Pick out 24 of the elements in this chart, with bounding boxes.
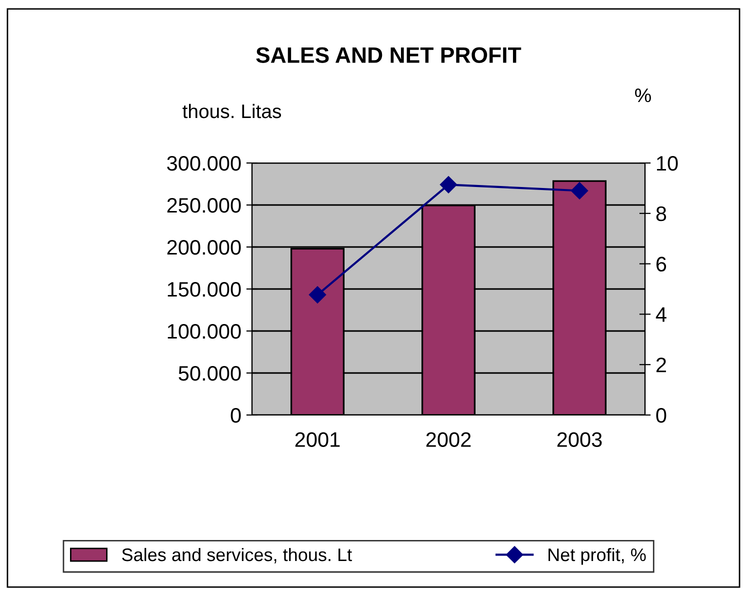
y2-tick-label: 6: [656, 256, 666, 272]
y2-axis-title: %: [635, 88, 651, 102]
y2-tick-label: 2: [656, 358, 666, 372]
y-tick-label: 0: [230, 408, 241, 423]
y2-tick-label: 0: [656, 408, 666, 423]
y-tick-label: 100.000: [168, 324, 241, 339]
y2-tick-label: 10: [657, 156, 678, 171]
x-tick-label: 2001: [295, 432, 340, 447]
y2-tick-label: 4: [656, 307, 666, 322]
point: [308, 286, 326, 304]
y-tick-label: 150.000: [168, 282, 241, 297]
y-tick-label: 50.000: [178, 366, 241, 381]
y-tick-label: 250.000: [167, 198, 241, 213]
y-tick-label: 300.000: [167, 156, 241, 171]
y-tick-label: 200.000: [167, 240, 241, 255]
chart-title: SALES AND NET PROFIT: [256, 47, 522, 63]
point: [440, 176, 458, 194]
point: [570, 182, 588, 200]
x-tick-label: 2003: [557, 432, 602, 447]
legend-label: Sales and services, thous. Lt: [122, 548, 352, 564]
legend-label: Net profit, %: [548, 548, 646, 565]
y-axis-title: thous. Litas: [182, 104, 282, 118]
x-tick-label: 2002: [426, 432, 471, 447]
y2-tick-label: 8: [656, 206, 666, 222]
